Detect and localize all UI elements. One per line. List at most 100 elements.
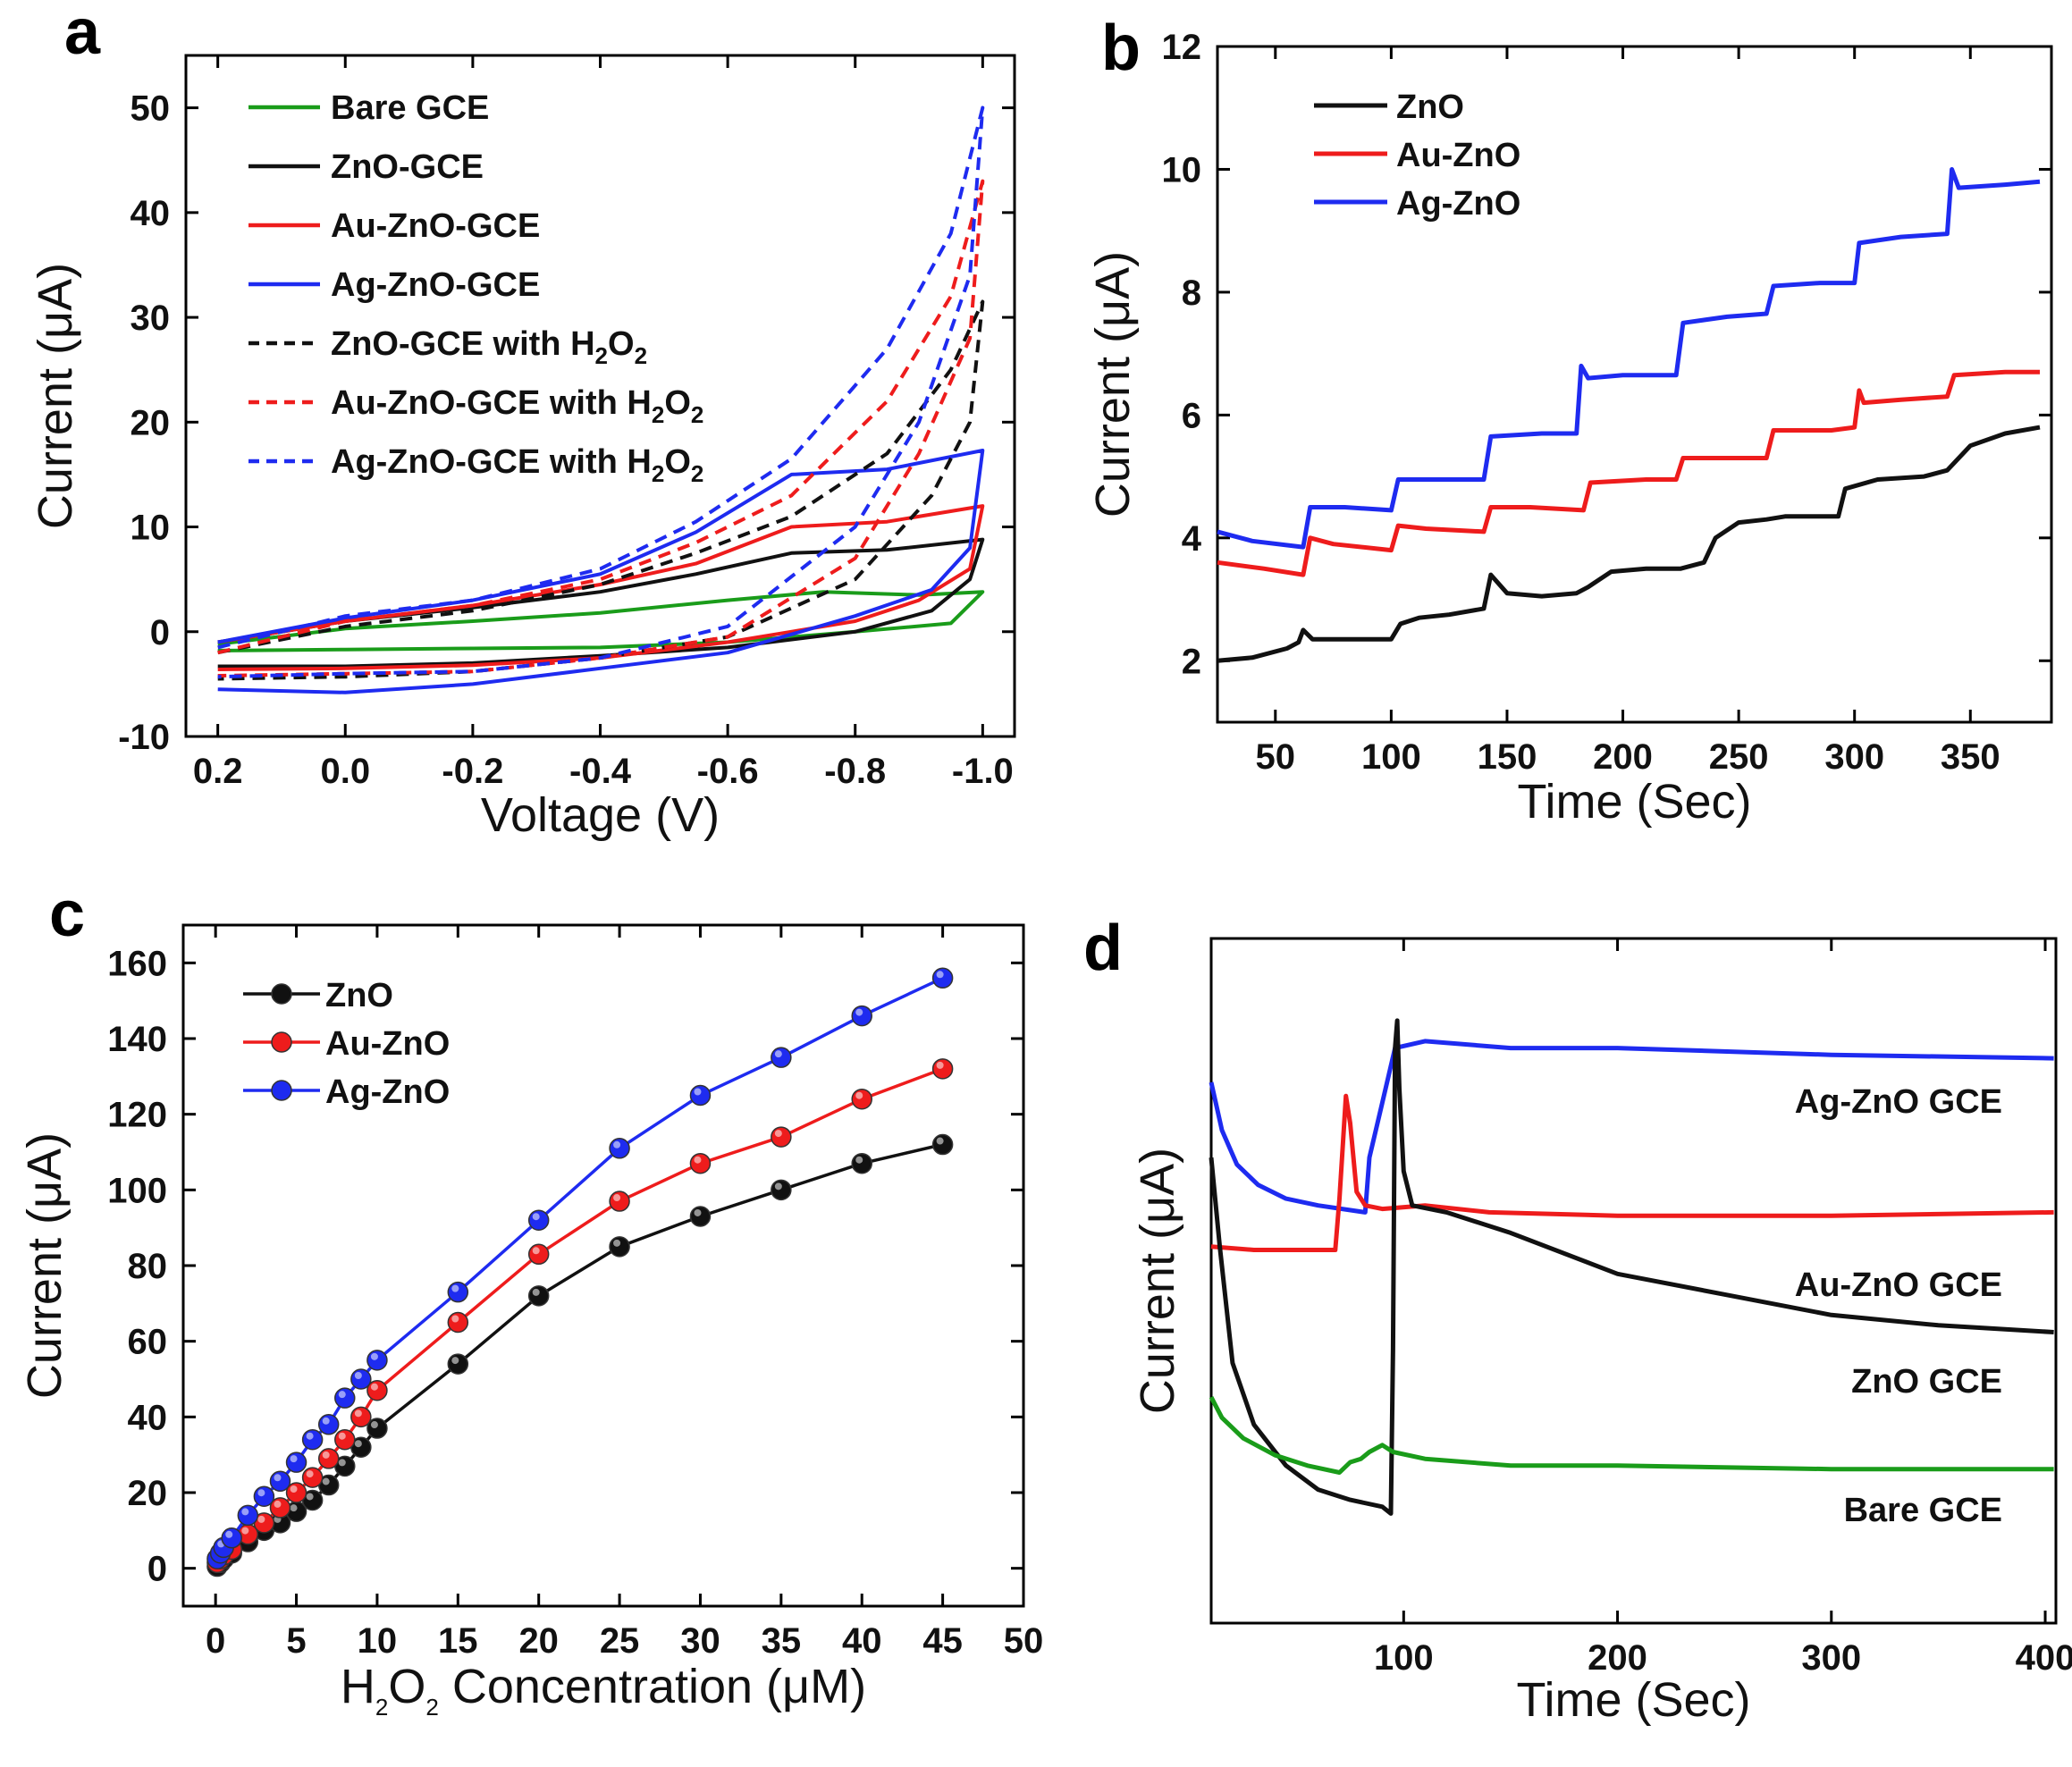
y-tick-label-b: 12 [1162, 28, 1202, 67]
legend-label-ag-zno-gce-with-ho: Ag-ZnO-GCE with H2O2 [331, 443, 703, 487]
legend-text: Bare GCE [331, 89, 489, 127]
data-point-highlight [451, 1315, 459, 1323]
series-line-ag-zno [1217, 167, 2041, 550]
y-tick-label-a: 20 [131, 403, 171, 442]
x-tick-label-a: -0.8 [824, 752, 886, 791]
data-point-au-zno [771, 1126, 792, 1148]
legend-label-zno: ZnO [325, 977, 393, 1014]
data-point-highlight [613, 1194, 621, 1202]
x-tick-label-c: 50 [1004, 1621, 1044, 1661]
x-axis-title-sub: 2 [375, 1694, 388, 1721]
data-point-highlight [290, 1485, 298, 1493]
legend-text: Au-ZnO-GCE [331, 207, 540, 245]
data-point-highlight [241, 1527, 249, 1535]
panel-letter-c: c [49, 879, 85, 950]
x-tick-label-c: 35 [762, 1621, 802, 1661]
data-point-highlight [274, 1474, 282, 1482]
series-line-zno [215, 1142, 943, 1568]
data-point-au-zno [447, 1311, 469, 1334]
data-point-highlight [855, 1091, 863, 1099]
y-tick-label-c: 40 [128, 1398, 168, 1437]
data-point-au-zno [350, 1406, 372, 1428]
data-point-highlight [774, 1050, 782, 1058]
data-point-highlight [241, 1508, 249, 1516]
series-line-zno-gce [217, 537, 985, 669]
legend-label-au-zno-gce: Au-ZnO-GCE [331, 207, 540, 245]
data-point-highlight [613, 1140, 621, 1149]
legend-label-au-zno: Au-ZnO [325, 1025, 450, 1063]
data-point-au-zno [689, 1152, 712, 1174]
series-line-au-zno [1217, 369, 2040, 577]
legend-sub: 2 [691, 401, 703, 428]
legend-text: ZnO-GCE with H [331, 325, 595, 363]
data-point-highlight [774, 1130, 782, 1138]
y-tick-label-a: 40 [131, 194, 171, 233]
panel-letter-b: b [1101, 13, 1141, 84]
legend-text: O [608, 325, 635, 363]
data-point-zno [447, 1353, 469, 1375]
legend-label-au-zno: Au-ZnO [1396, 137, 1520, 174]
series-line-ag-zno-gce-with-h2o2 [217, 105, 985, 679]
y-axis-title-c: Current (μA) [18, 1132, 72, 1399]
x-tick-label-b: 150 [1478, 737, 1537, 777]
legend-text: O [664, 443, 691, 481]
data-point-ag-zno [366, 1350, 388, 1371]
x-tick-label-b: 250 [1709, 737, 1769, 777]
x-tick-label-a: 0.2 [193, 752, 243, 791]
legend-sub: 2 [635, 342, 647, 369]
x-axis-title-d: Time (Sec) [1516, 1673, 1750, 1727]
series-label-ag-zno-gce: Ag-ZnO GCE [1795, 1083, 2002, 1121]
y-axis-title-b: Current (μA) [1086, 251, 1140, 517]
y-tick-label-b: 8 [1182, 273, 1201, 313]
y-tick-label-c: 80 [128, 1247, 168, 1286]
x-tick-label-a: -1.0 [952, 752, 1014, 791]
data-point-highlight [306, 1432, 314, 1440]
x-tick-label-d: 400 [2016, 1638, 2072, 1678]
series-line-au-zno-gce [217, 504, 985, 671]
data-point-ag-zno [237, 1504, 259, 1527]
data-point-highlight [354, 1409, 362, 1418]
series-label-zno-gce: ZnO GCE [1851, 1363, 2002, 1401]
data-point-highlight [274, 1500, 282, 1508]
data-point-highlight [532, 1247, 540, 1255]
data-point-au-zno [317, 1448, 340, 1469]
data-point-highlight [322, 1451, 330, 1459]
y-tick-label-a: -10 [118, 718, 170, 757]
x-tick-label-b: 200 [1593, 737, 1653, 777]
legend-label-ag-zno: Ag-ZnO [325, 1073, 450, 1111]
x-tick-label-a: -0.6 [697, 752, 759, 791]
y-tick-label-b: 6 [1182, 396, 1201, 435]
x-tick-label-d: 300 [1801, 1638, 1861, 1678]
x-tick-label-c: 45 [922, 1621, 963, 1661]
y-tick-label-c: 20 [128, 1474, 168, 1513]
data-point-highlight [322, 1417, 330, 1425]
data-point-highlight [451, 1284, 459, 1292]
data-point-highlight [290, 1455, 298, 1463]
data-point-ag-zno [771, 1047, 792, 1068]
data-point-highlight [694, 1156, 702, 1164]
data-point-au-zno [609, 1191, 630, 1212]
data-point-highlight [613, 1239, 621, 1247]
data-point-ag-zno [609, 1138, 630, 1159]
x-tick-label-c: 5 [286, 1621, 306, 1661]
legend-label-ag-zno: Ag-ZnO [1396, 185, 1520, 223]
data-point-au-zno [301, 1467, 324, 1488]
y-tick-label-c: 160 [107, 944, 167, 983]
data-point-highlight [774, 1182, 782, 1191]
legend-text: O [664, 384, 691, 422]
y-tick-label-c: 60 [128, 1323, 168, 1362]
y-axis-title-a: Current (μA) [29, 263, 82, 529]
legend-text: ZnO-GCE [331, 148, 484, 186]
data-point-ag-zno [269, 1470, 291, 1493]
x-tick-label-d: 100 [1374, 1638, 1434, 1678]
series-line-au-zno-gce-with-h2o2 [217, 179, 985, 677]
legend-label-bare-gce: Bare GCE [331, 89, 489, 127]
data-point-highlight [290, 1504, 298, 1512]
data-point-highlight [306, 1493, 314, 1501]
series-label-bare-gce: Bare GCE [1844, 1492, 2002, 1529]
data-point-highlight [855, 1008, 863, 1016]
y-tick-label-c: 0 [147, 1550, 167, 1589]
legend-sub: 2 [652, 460, 664, 487]
